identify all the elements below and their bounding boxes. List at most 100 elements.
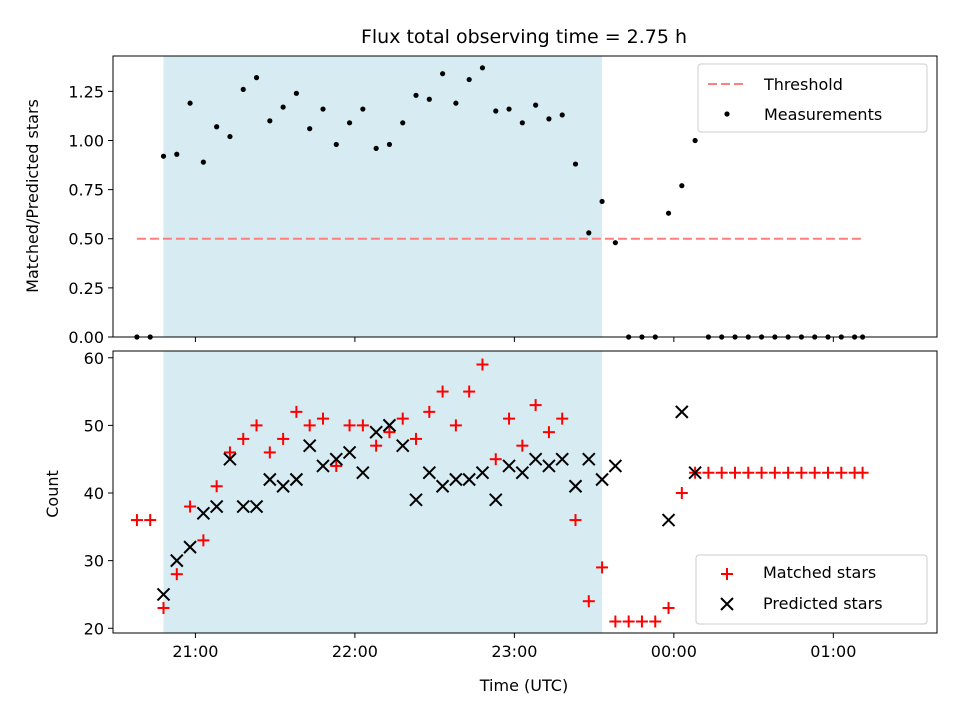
measurement-point <box>466 76 472 83</box>
predicted-star-point-b <box>369 425 383 439</box>
predicted-star-point <box>409 493 423 507</box>
x-tick-label: 01:00 <box>810 642 856 661</box>
predicted-star-point-b <box>183 540 197 554</box>
measurement-point <box>360 106 366 112</box>
matched-stars-points <box>130 358 869 628</box>
predicted-star-point-b <box>449 472 463 487</box>
measurement-point <box>479 65 486 71</box>
measurement-point <box>280 104 286 110</box>
predicted-star-point-b <box>608 459 623 473</box>
matched-star-point <box>662 601 675 614</box>
measurement-point <box>426 96 432 102</box>
top-y-ticks: 0.00 0.25 0.50 0.75 1.00 1.25 <box>68 82 113 347</box>
measurement-point <box>612 240 618 246</box>
x-axis-label: Time (UTC) <box>479 676 568 695</box>
measurement-point <box>692 137 698 144</box>
predicted-star-point-b <box>489 493 503 507</box>
legend-predicted-swatch <box>720 597 734 611</box>
bottom-x-ticks: 21:00 22:00 23:00 00:00 01:00 <box>172 633 856 661</box>
predicted-star-point-b <box>223 452 237 466</box>
predicted-star-point-b <box>356 466 370 480</box>
matched-star-point <box>822 466 835 479</box>
top-legend-box <box>697 63 928 133</box>
measurement-point <box>679 183 685 189</box>
y-tick-label: 30 <box>84 552 104 571</box>
predicted-star-point <box>462 472 476 487</box>
matched-star-point <box>330 459 343 472</box>
top-observing-window-shade <box>163 56 603 337</box>
measurement-point <box>559 112 565 118</box>
matched-star-point <box>277 432 290 445</box>
predicted-star-point-b <box>249 499 264 514</box>
measurement-point <box>586 230 592 236</box>
matched-star-point <box>569 514 582 527</box>
measurement-point <box>440 71 446 77</box>
matched-star-point <box>343 419 356 432</box>
predicted-star-point <box>356 466 370 480</box>
matched-star-point <box>516 439 529 452</box>
predicted-star-point <box>661 513 676 527</box>
predicted-stars-points <box>156 405 702 602</box>
predicted-star-point-b <box>316 459 330 473</box>
measurement-point <box>533 102 539 108</box>
predicted-star-point-b <box>462 472 476 487</box>
predicted-star-point-b <box>342 445 357 460</box>
predicted-star-point <box>183 540 197 554</box>
matched-star-point <box>835 466 848 479</box>
predicted-star-point <box>289 472 304 487</box>
predicted-star-point <box>209 499 224 514</box>
x-tick-label: 23:00 <box>491 642 537 661</box>
matched-star-point <box>356 419 369 432</box>
measurement-point <box>546 116 552 122</box>
matched-star-point <box>596 561 609 574</box>
predicted-star-point <box>608 459 623 473</box>
predicted-star-point-b <box>302 438 317 453</box>
predicted-star-point <box>369 425 383 439</box>
matched-star-point <box>742 466 755 479</box>
measurement-point <box>599 198 605 205</box>
measurement-point <box>214 124 220 130</box>
bottom-axes-frame <box>112 350 938 634</box>
matched-star-point <box>237 432 250 445</box>
measurement-point <box>333 141 339 148</box>
predicted-star-point-b <box>382 418 397 433</box>
measurement-point <box>506 106 512 112</box>
predicted-star-point-b <box>289 472 304 487</box>
predicted-star-point-b <box>502 459 516 473</box>
predicted-star-point <box>263 472 277 487</box>
predicted-star-point <box>249 499 264 514</box>
measurement-point <box>227 133 233 140</box>
bottom-legend[interactable]: Matched stars Predicted stars <box>695 554 928 625</box>
y-tick-label: 1.25 <box>68 82 104 101</box>
legend-threshold-label: Threshold <box>763 75 843 94</box>
predicted-star-point-b <box>688 466 702 480</box>
measurement-point <box>174 151 180 157</box>
bottom-legend-box <box>695 554 928 625</box>
legend-measurements-swatch <box>724 111 730 117</box>
matched-star-point <box>157 601 170 614</box>
legend-matched-swatch <box>721 568 733 580</box>
measurement-point <box>346 120 353 126</box>
predicted-star-point <box>316 459 330 473</box>
top-legend[interactable]: Threshold Measurements <box>697 63 928 133</box>
measurement-point <box>240 86 246 93</box>
matched-star-point <box>755 466 768 479</box>
y-tick-label: 40 <box>84 484 104 503</box>
matched-star-point <box>503 412 516 425</box>
matched-star-point <box>795 466 808 479</box>
predicted-star-point-b <box>515 466 530 480</box>
measurement-point <box>200 159 206 165</box>
matched-star-point <box>210 480 223 493</box>
predicted-star-point-b <box>595 472 609 487</box>
predicted-star-point <box>675 405 689 419</box>
predicted-star-point <box>568 479 583 493</box>
top-x-ticks <box>194 337 834 342</box>
predicted-star-point-b <box>263 472 277 487</box>
top-axes-frame <box>112 55 938 338</box>
predicted-star-point-b <box>329 452 343 466</box>
y-tick-label: 0.75 <box>68 181 104 200</box>
measurement-point <box>413 92 419 98</box>
matched-star-point <box>635 615 648 628</box>
predicted-star-point <box>422 466 437 480</box>
